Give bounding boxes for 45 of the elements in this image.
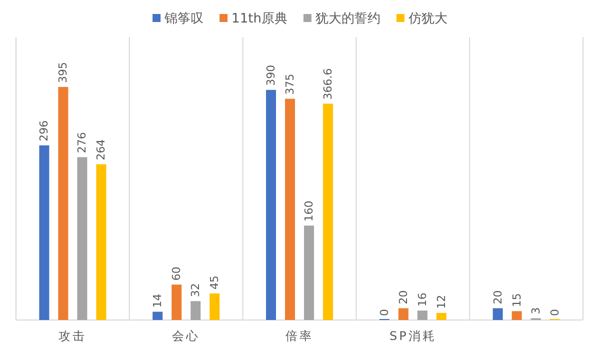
legend-label: 11th原典 xyxy=(232,12,288,26)
data-label: 32 xyxy=(189,283,202,298)
bar xyxy=(39,145,50,320)
data-label: 3 xyxy=(529,307,542,314)
bar xyxy=(58,86,68,320)
bar xyxy=(190,301,201,320)
data-label: 390 xyxy=(264,64,278,86)
data-label: 14 xyxy=(151,294,164,308)
data-label: 366.6 xyxy=(322,68,334,100)
bar xyxy=(512,311,522,320)
x-tick-label: 攻击 xyxy=(58,329,87,343)
data-label: 12 xyxy=(434,294,448,309)
data-label: 375 xyxy=(284,74,296,95)
legend-label: 锦筝叹 xyxy=(164,12,204,26)
bar xyxy=(152,312,163,320)
bar xyxy=(210,293,220,320)
bar xyxy=(172,284,182,320)
data-label: 264 xyxy=(94,139,108,160)
data-label: 395 xyxy=(56,62,70,83)
x-tick-label: 倍率 xyxy=(286,329,314,343)
data-label: 296 xyxy=(38,120,51,142)
bar xyxy=(285,98,295,320)
data-label: 60 xyxy=(170,266,184,281)
data-label: 45 xyxy=(208,275,222,290)
bar xyxy=(323,104,333,320)
bar xyxy=(77,157,88,320)
bar xyxy=(398,308,408,320)
x-tick-label: 会心 xyxy=(172,329,200,343)
bar xyxy=(304,226,314,320)
legend-label: 仿犹大 xyxy=(407,12,448,26)
data-label: 160 xyxy=(302,200,316,222)
bar xyxy=(417,310,428,320)
data-label: 20 xyxy=(491,290,504,304)
data-label: 276 xyxy=(76,132,89,154)
bar xyxy=(436,312,446,320)
bar xyxy=(266,90,276,320)
bar xyxy=(96,164,106,320)
data-label: 0 xyxy=(548,309,562,316)
bar xyxy=(492,308,503,320)
data-label: 16 xyxy=(416,292,429,307)
legend-label: 犹大的誓约 xyxy=(315,12,380,26)
data-label: 20 xyxy=(396,290,410,304)
data-label: 15 xyxy=(510,293,524,308)
data-label: 0 xyxy=(378,309,391,316)
x-tick-label: SP消耗 xyxy=(389,329,436,343)
